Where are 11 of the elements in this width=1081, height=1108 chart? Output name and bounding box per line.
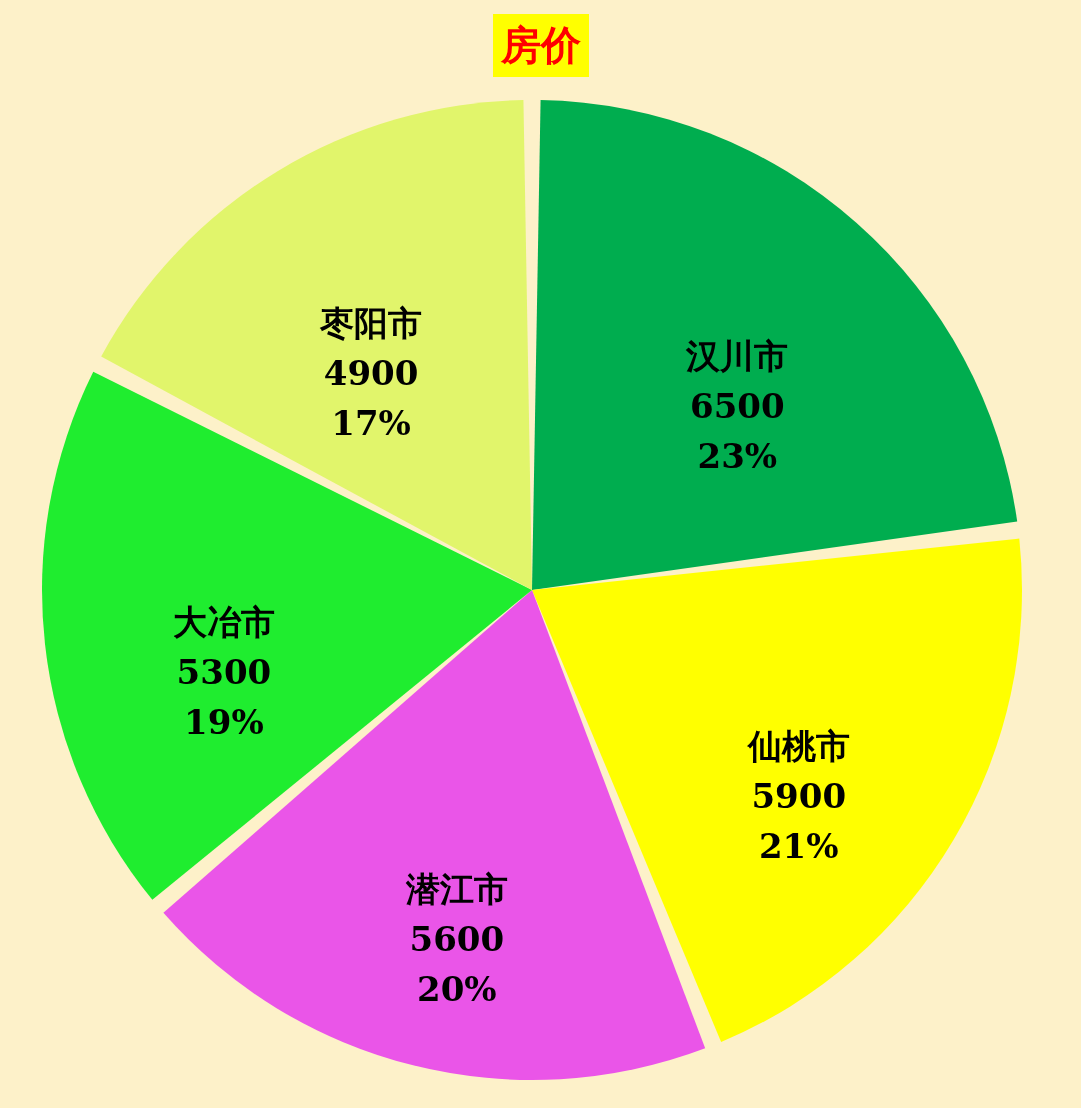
chart-title: 房价 — [492, 14, 589, 77]
slice-label: 大冶市 — [172, 602, 275, 643]
slice-label: 潜江市 — [404, 868, 508, 909]
data-label: 4900 17% — [323, 353, 419, 444]
data-label: 5300 19% — [176, 652, 272, 743]
data-label: 6500 23% — [690, 385, 785, 476]
slice-label: 汉川市 — [685, 335, 789, 376]
slice-label: 仙桃市 — [745, 725, 850, 766]
data-label: 5900 21% — [751, 775, 847, 866]
data-label: 5600 20% — [409, 918, 505, 1009]
slice-label: 枣阳市 — [319, 303, 423, 344]
